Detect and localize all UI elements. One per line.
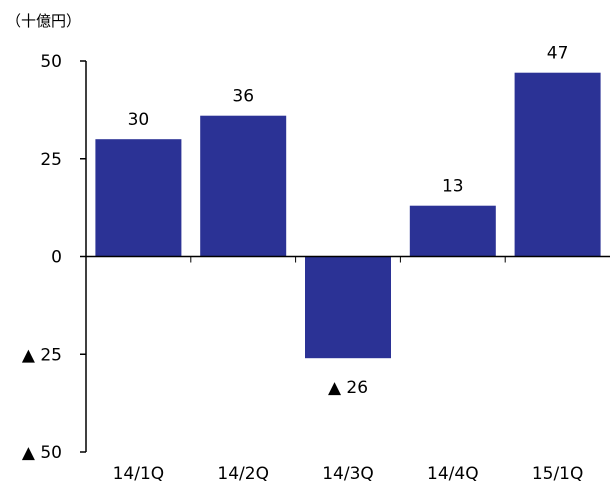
bar-14-2q (200, 115, 287, 257)
y-tick-label: 25 (40, 150, 62, 170)
y-tick-label: ▲ 25 (22, 345, 62, 365)
x-tick-label: 14/3Q (322, 464, 374, 484)
data-label: 36 (232, 87, 254, 107)
bar-14-1q (95, 139, 182, 257)
y-ticks-group: 50 25 0 ▲ 25 ▲ 50 (22, 52, 86, 463)
bars-group (95, 72, 601, 359)
y-tick-label: 0 (51, 248, 62, 268)
bar-14-3q (305, 256, 391, 359)
data-label: 47 (547, 44, 569, 64)
y-tick-label: 50 (40, 52, 62, 72)
data-label: ▲ 26 (328, 378, 368, 398)
unit-label: （十億円） (6, 12, 81, 30)
x-tick-label: 15/1Q (532, 464, 584, 484)
x-tick-label: 14/2Q (217, 464, 269, 484)
labels-group: 30 14/1Q 36 14/2Q ▲ 26 14/3Q 13 14/4Q 47 15/1Q (113, 44, 584, 484)
bar-15-1q (514, 72, 601, 257)
bar-14-4q (409, 205, 496, 257)
data-label: 13 (442, 177, 464, 197)
x-tick-label: 14/1Q (113, 464, 165, 484)
y-tick-label: ▲ 50 (22, 443, 62, 463)
x-tick-label: 14/4Q (427, 464, 479, 484)
data-label: 30 (128, 110, 150, 130)
